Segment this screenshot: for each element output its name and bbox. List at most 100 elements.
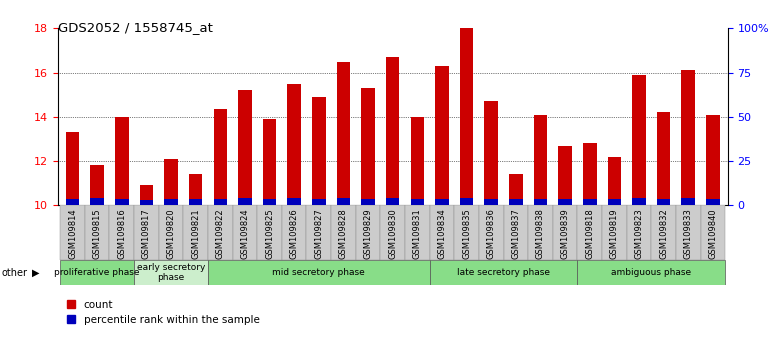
- Text: GDS2052 / 1558745_at: GDS2052 / 1558745_at: [58, 21, 213, 34]
- Text: GSM109818: GSM109818: [585, 208, 594, 259]
- Bar: [632, 198, 646, 205]
- Text: GSM109817: GSM109817: [142, 208, 151, 259]
- FancyBboxPatch shape: [356, 205, 380, 260]
- FancyBboxPatch shape: [134, 205, 159, 260]
- Bar: [164, 159, 178, 205]
- Bar: [312, 199, 326, 205]
- Bar: [238, 198, 252, 205]
- FancyBboxPatch shape: [602, 205, 627, 260]
- Bar: [509, 175, 523, 205]
- Bar: [435, 199, 449, 205]
- Text: GSM109826: GSM109826: [290, 208, 299, 259]
- FancyBboxPatch shape: [60, 205, 85, 260]
- Text: GSM109814: GSM109814: [68, 208, 77, 259]
- Bar: [287, 198, 301, 205]
- FancyBboxPatch shape: [430, 260, 578, 285]
- FancyBboxPatch shape: [454, 205, 479, 260]
- Text: other: other: [2, 268, 28, 278]
- Bar: [115, 117, 129, 205]
- Bar: [657, 199, 671, 205]
- Bar: [90, 166, 104, 205]
- Bar: [706, 199, 720, 205]
- Bar: [460, 198, 474, 205]
- FancyBboxPatch shape: [60, 260, 134, 285]
- Bar: [263, 119, 276, 205]
- FancyBboxPatch shape: [578, 205, 602, 260]
- Bar: [583, 143, 597, 205]
- Text: ambiguous phase: ambiguous phase: [611, 268, 691, 277]
- FancyBboxPatch shape: [183, 205, 208, 260]
- FancyBboxPatch shape: [134, 260, 208, 285]
- FancyBboxPatch shape: [701, 205, 725, 260]
- Bar: [410, 117, 424, 205]
- Bar: [263, 199, 276, 205]
- Text: GSM109840: GSM109840: [708, 208, 718, 259]
- Bar: [410, 199, 424, 205]
- Bar: [361, 88, 375, 205]
- Bar: [484, 199, 498, 205]
- Text: GSM109833: GSM109833: [684, 208, 693, 259]
- FancyBboxPatch shape: [479, 205, 504, 260]
- Bar: [139, 200, 153, 205]
- Legend: count, percentile rank within the sample: count, percentile rank within the sample: [63, 296, 264, 329]
- Bar: [336, 198, 350, 205]
- Text: GSM109831: GSM109831: [413, 208, 422, 259]
- Bar: [65, 132, 79, 205]
- Bar: [65, 199, 79, 205]
- Bar: [312, 97, 326, 205]
- Bar: [460, 28, 474, 205]
- FancyBboxPatch shape: [405, 205, 430, 260]
- Bar: [558, 145, 572, 205]
- Text: GSM109839: GSM109839: [561, 208, 570, 259]
- FancyBboxPatch shape: [528, 205, 553, 260]
- Bar: [608, 157, 621, 205]
- Bar: [484, 101, 498, 205]
- Bar: [632, 75, 646, 205]
- Text: GSM109827: GSM109827: [314, 208, 323, 259]
- Text: GSM109819: GSM109819: [610, 208, 619, 259]
- Bar: [213, 199, 227, 205]
- Text: ▶: ▶: [32, 268, 40, 278]
- Text: GSM109815: GSM109815: [92, 208, 102, 259]
- Bar: [361, 199, 375, 205]
- Bar: [435, 66, 449, 205]
- Bar: [534, 199, 547, 205]
- Bar: [189, 199, 203, 205]
- Text: early secretory
phase: early secretory phase: [137, 263, 206, 282]
- Bar: [681, 198, 695, 205]
- FancyBboxPatch shape: [380, 205, 405, 260]
- FancyBboxPatch shape: [109, 205, 134, 260]
- FancyBboxPatch shape: [257, 205, 282, 260]
- Bar: [608, 199, 621, 205]
- Bar: [386, 57, 400, 205]
- Text: GSM109828: GSM109828: [339, 208, 348, 259]
- Text: GSM109829: GSM109829: [363, 208, 373, 259]
- Text: mid secretory phase: mid secretory phase: [273, 268, 365, 277]
- Text: GSM109820: GSM109820: [166, 208, 176, 259]
- Bar: [558, 199, 572, 205]
- Bar: [534, 115, 547, 205]
- Bar: [681, 70, 695, 205]
- FancyBboxPatch shape: [85, 205, 109, 260]
- Bar: [336, 62, 350, 205]
- FancyBboxPatch shape: [504, 205, 528, 260]
- Bar: [509, 199, 523, 205]
- Bar: [287, 84, 301, 205]
- Bar: [213, 109, 227, 205]
- FancyBboxPatch shape: [233, 205, 257, 260]
- Text: GSM109837: GSM109837: [511, 208, 521, 259]
- Bar: [139, 185, 153, 205]
- Text: GSM109836: GSM109836: [487, 208, 496, 259]
- Text: GSM109824: GSM109824: [240, 208, 249, 259]
- FancyBboxPatch shape: [651, 205, 676, 260]
- FancyBboxPatch shape: [553, 205, 578, 260]
- FancyBboxPatch shape: [208, 260, 430, 285]
- Bar: [189, 175, 203, 205]
- Bar: [164, 199, 178, 205]
- Text: GSM109822: GSM109822: [216, 208, 225, 259]
- Bar: [115, 199, 129, 205]
- Bar: [386, 198, 400, 205]
- Text: GSM109825: GSM109825: [265, 208, 274, 259]
- Text: GSM109832: GSM109832: [659, 208, 668, 259]
- FancyBboxPatch shape: [331, 205, 356, 260]
